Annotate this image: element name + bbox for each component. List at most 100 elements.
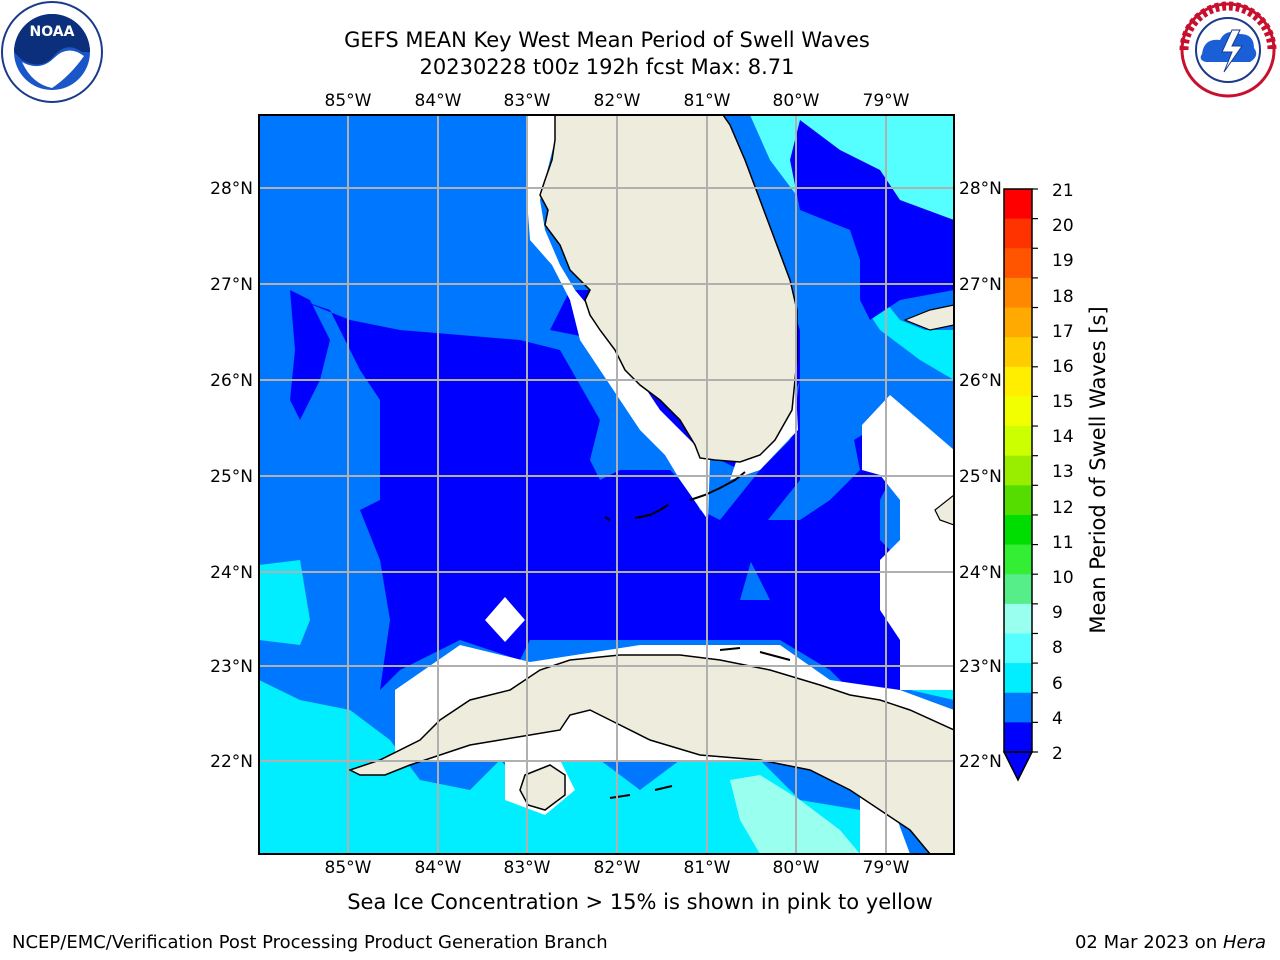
lat-labels-right: 28°N 27°N 26°N 25°N 24°N 23°N 22°N xyxy=(959,179,1002,772)
swell-period-0-2-field-atlantic xyxy=(790,120,954,320)
isla-de-la-juventud xyxy=(519,764,566,811)
colorbar-tick: 17 xyxy=(1052,322,1074,342)
lat-label-right: 26°N xyxy=(959,371,1002,391)
colorbar-tick: 21 xyxy=(1052,181,1074,201)
lat-labels-left: 28°N 27°N 26°N 25°N 24°N 23°N 22°N xyxy=(210,179,253,772)
map-frame xyxy=(258,114,955,855)
sea-ice-note: Sea Ice Concentration > 15% is shown in … xyxy=(347,890,933,914)
colorbar-tick: 14 xyxy=(1052,427,1074,447)
footer-host: Hera xyxy=(1222,932,1266,953)
map-title: GEFS MEAN Key West Mean Period of Swell … xyxy=(344,28,870,52)
swell-period-4-6-field-south xyxy=(259,680,880,854)
lon-labels-top: 85°W 84°W 83°W 82°W 81°W 80°W 79°W xyxy=(325,91,910,111)
colorbar-extend-arrow xyxy=(1002,751,1034,782)
colorbar-ticks: 21 20 19 18 17 16 15 14 13 12 11 10 9 8 … xyxy=(1052,181,1074,764)
colorbar-swatch xyxy=(1004,366,1032,397)
swell-period-4-6-field-grand-bahama xyxy=(860,295,954,380)
colorbar-swatch xyxy=(1004,455,1032,486)
colorbar-swatch xyxy=(1004,189,1032,220)
colorbar-tick: 11 xyxy=(1052,533,1074,553)
lon-label-bottom: 85°W xyxy=(325,858,372,878)
colorbar-tick: 6 xyxy=(1052,674,1063,694)
lon-label-bottom: 81°W xyxy=(684,858,731,878)
lat-label-left: 22°N xyxy=(210,752,253,772)
colorbar-tick: 9 xyxy=(1052,603,1063,623)
lon-label-top: 82°W xyxy=(594,91,641,111)
lon-label-top: 83°W xyxy=(504,91,551,111)
nws-logo xyxy=(1179,1,1277,98)
colorbar-swatch xyxy=(1004,663,1032,694)
lon-label-bottom: 79°W xyxy=(863,858,910,878)
colorbar xyxy=(1002,188,1038,782)
lat-label-right: 27°N xyxy=(959,275,1002,295)
andros-island xyxy=(934,494,954,526)
lat-label-right: 23°N xyxy=(959,657,1002,677)
no-data-florida-west-coast xyxy=(527,115,710,520)
lon-label-bottom: 80°W xyxy=(773,858,820,878)
colorbar-frame xyxy=(1003,188,1033,753)
colorbar-swatch xyxy=(1004,337,1032,368)
lon-label-top: 81°W xyxy=(684,91,731,111)
lon-label-top: 80°W xyxy=(773,91,820,111)
map-plot-area xyxy=(259,115,954,854)
lat-label-right: 28°N xyxy=(959,179,1002,199)
colorbar-swatch xyxy=(1004,722,1032,753)
lat-label-left: 24°N xyxy=(210,563,253,583)
colorbar-swatch xyxy=(1004,574,1032,605)
lon-label-top: 85°W xyxy=(325,91,372,111)
colorbar-swatch xyxy=(1004,277,1032,309)
map-gridlines xyxy=(259,115,954,854)
forecast-subtitle: 20230228 t00z 192h fcst Max: 8.71 xyxy=(419,55,795,79)
footer-branch-credit: NCEP/EMC/Verification Post Processing Pr… xyxy=(12,932,608,953)
footer-date-text: 02 Mar 2023 on xyxy=(1074,932,1223,953)
colorbar-swatch xyxy=(1004,514,1032,546)
colorbar-swatch xyxy=(1004,396,1032,427)
colorbar-swatch xyxy=(1004,485,1032,516)
lat-label-right: 22°N xyxy=(959,752,1002,772)
colorbar-swatch xyxy=(1004,544,1032,575)
colorbar-tick: 8 xyxy=(1052,638,1063,658)
no-data-gulf-patch xyxy=(485,597,525,642)
lon-label-bottom: 82°W xyxy=(594,858,641,878)
colorbar-tick: 10 xyxy=(1052,568,1074,588)
lat-label-left: 27°N xyxy=(210,275,253,295)
colorbar-swatch xyxy=(1004,307,1032,338)
colorbar-tick: 20 xyxy=(1052,216,1074,236)
swell-period-0-2-field-west xyxy=(290,290,330,420)
colorbar-tick: 4 xyxy=(1052,709,1063,729)
grand-bahama-island xyxy=(903,304,954,331)
colorbar-swatch xyxy=(1004,633,1032,664)
lat-label-left: 23°N xyxy=(210,657,253,677)
florida-landmass xyxy=(539,115,798,463)
lon-labels-bottom: 85°W 84°W 83°W 82°W 81°W 80°W 79°W xyxy=(325,858,910,878)
swell-period-2-4-field-north xyxy=(300,115,790,480)
lat-label-right: 25°N xyxy=(959,467,1002,487)
colorbar-label: Mean Period of Swell Waves [s] xyxy=(1086,306,1110,633)
colorbar-tick: 16 xyxy=(1052,357,1074,377)
colorbar-swatch xyxy=(1004,218,1032,249)
colorbar-tick: 2 xyxy=(1052,744,1063,764)
cuba-landmass xyxy=(348,654,954,854)
lat-label-left: 25°N xyxy=(210,467,253,487)
colorbar-tick: 15 xyxy=(1052,392,1074,412)
lon-label-top: 79°W xyxy=(863,91,910,111)
colorbar-tick: 18 xyxy=(1052,287,1074,307)
lat-label-left: 28°N xyxy=(210,179,253,199)
noaa-logo-text: NOAA xyxy=(30,24,75,40)
lat-label-left: 26°N xyxy=(210,371,253,391)
colorbar-tick: 19 xyxy=(1052,251,1074,271)
lon-label-top: 84°W xyxy=(415,91,462,111)
florida-keys xyxy=(604,471,746,521)
noaa-logo: NOAA xyxy=(1,1,103,103)
colorbar-swatch xyxy=(1004,603,1032,634)
colorbar-swatch xyxy=(1004,248,1032,279)
colorbar-swatch xyxy=(1004,692,1032,723)
colorbar-tick: 12 xyxy=(1052,498,1074,518)
colorbar-tick: 13 xyxy=(1052,462,1074,482)
lon-label-bottom: 83°W xyxy=(504,858,551,878)
cuban-cays xyxy=(609,647,791,799)
swell-period-0-2-field xyxy=(300,300,954,690)
lat-label-right: 24°N xyxy=(959,563,1002,583)
footer-date: 02 Mar 2023 on Hera xyxy=(1075,932,1266,953)
